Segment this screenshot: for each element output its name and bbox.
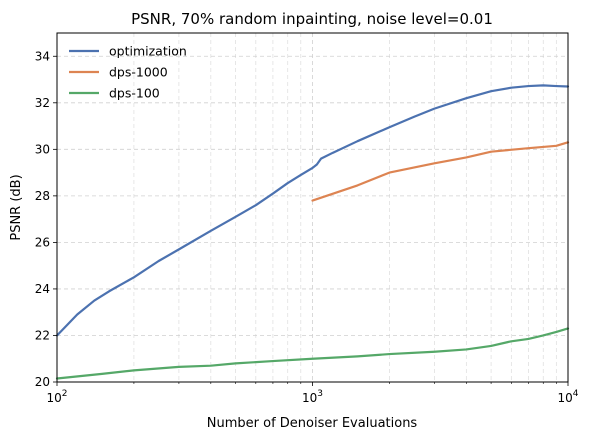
legend-label-dps-1000: dps-1000 [109,65,168,80]
x-tick-label: 103 [302,389,323,405]
legend-label-dps-100: dps-100 [109,86,160,101]
x-tick-label: 104 [557,389,578,405]
x-axis-label: Number of Denoiser Evaluations [207,416,418,431]
y-axis-label: PSNR (dB) [9,174,24,240]
y-tick-label: 20 [35,375,50,389]
axis-ticks: 102 103 104 20 22 24 26 28 30 32 34 [35,49,579,405]
legend: optimization dps-1000 dps-100 [69,44,187,101]
legend-label-optimization: optimization [109,44,187,59]
y-tick-label: 32 [35,96,50,110]
y-tick-label: 22 [35,328,50,342]
y-tick-label: 26 [35,235,50,249]
plot-lines [55,84,570,380]
y-tick-label: 28 [35,189,50,203]
y-tick-label: 34 [35,49,50,63]
x-tick-label: 102 [46,389,67,405]
y-tick-label: 24 [35,282,50,296]
y-tick-label: 30 [35,142,50,156]
series-line-dps-100 [55,327,570,380]
chart-title: PSNR, 70% random inpainting, noise level… [131,10,493,28]
series-line-dps-1000 [311,141,570,202]
series-line-optimization [55,84,570,337]
